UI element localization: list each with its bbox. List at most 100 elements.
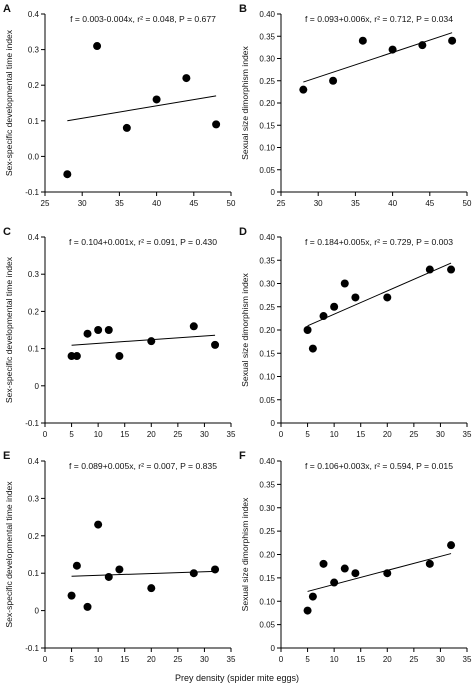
x-axis-label: Prey density (spider mite eggs) — [174, 673, 300, 683]
data-point — [418, 41, 427, 50]
y-tick-label: 0 — [35, 607, 40, 616]
y-tick-label: 0.3 — [28, 46, 40, 55]
x-tick-label: 35 — [115, 199, 124, 208]
data-point — [93, 42, 102, 51]
x-tick-label: 5 — [69, 430, 74, 439]
data-point — [182, 74, 191, 83]
y-tick-label: 0.15 — [259, 574, 275, 583]
data-point — [330, 578, 339, 587]
data-point — [189, 569, 198, 578]
y-tick-label: 0.1 — [28, 345, 40, 354]
data-point — [351, 569, 360, 578]
x-tick-label: 35 — [463, 655, 472, 664]
x-tick-label: 5 — [305, 655, 310, 664]
x-tick-label: 35 — [227, 430, 236, 439]
y-tick-label: -0.1 — [25, 644, 39, 653]
y-tick-label: 0 — [35, 382, 40, 391]
data-point — [211, 565, 220, 574]
data-point — [63, 170, 72, 179]
y-tick-label: 0.35 — [259, 480, 275, 489]
y-tick-label: 0.20 — [259, 99, 275, 108]
data-point — [447, 265, 456, 274]
x-tick-label: 25 — [173, 655, 182, 664]
y-tick-label: 0.1 — [28, 117, 40, 126]
x-tick-label: 30 — [436, 655, 445, 664]
data-point — [340, 279, 349, 288]
y-tick-label: 0.25 — [259, 303, 275, 312]
panel-e: Ef = 0.089+0.005x, r² = 0.007, P = 0.835… — [3, 450, 236, 664]
regression-equation: f = 0.003-0.004x, r² = 0.048, P = 0.677 — [70, 14, 216, 24]
x-tick-label: 0 — [279, 655, 284, 664]
x-tick-label: 5 — [69, 655, 74, 664]
regression-equation: f = 0.104+0.001x, r² = 0.091, P = 0.430 — [69, 237, 217, 247]
x-tick-label: 20 — [147, 655, 156, 664]
y-tick-label: 0.2 — [28, 307, 40, 316]
data-point — [67, 591, 76, 600]
data-point — [358, 36, 367, 45]
data-point — [448, 36, 457, 45]
data-point — [425, 265, 434, 274]
y-tick-label: 0.40 — [259, 10, 275, 19]
data-point — [351, 293, 360, 302]
y-tick-label: 0.4 — [28, 233, 40, 242]
x-tick-label: 10 — [330, 430, 339, 439]
x-tick-label: 25 — [409, 655, 418, 664]
panel-c: Cf = 0.104+0.001x, r² = 0.091, P = 0.430… — [3, 226, 236, 439]
data-point — [211, 340, 220, 349]
y-axis-label: Sexual size dimorphism index — [240, 45, 250, 159]
regression-equation: f = 0.089+0.005x, r² = 0.007, P = 0.835 — [69, 461, 217, 471]
panel-letter: B — [239, 3, 247, 15]
data-point — [72, 352, 81, 361]
y-tick-label: 0.10 — [259, 144, 275, 153]
data-point — [308, 592, 317, 601]
x-tick-label: 35 — [463, 430, 472, 439]
data-point — [308, 344, 317, 353]
regression-equation: f = 0.106+0.003x, r² = 0.594, P = 0.015 — [305, 461, 453, 471]
y-tick-label: 0.30 — [259, 504, 275, 513]
data-point — [72, 561, 81, 570]
data-point — [388, 45, 397, 54]
y-tick-label: 0.05 — [259, 621, 275, 630]
data-point — [94, 520, 103, 529]
regression-line — [307, 553, 452, 592]
x-tick-label: 40 — [152, 199, 161, 208]
x-tick-label: 35 — [227, 655, 236, 664]
x-tick-label: 30 — [436, 430, 445, 439]
regression-equation: f = 0.184+0.005x, r² = 0.729, P = 0.003 — [305, 237, 453, 247]
y-tick-label: 0.20 — [259, 551, 275, 560]
data-point — [94, 326, 103, 334]
y-tick-label: 0.3 — [28, 494, 40, 503]
panel-letter: A — [3, 3, 11, 15]
data-point — [425, 559, 434, 568]
y-axis-label: Sex-specific developmental time index — [4, 29, 14, 176]
y-tick-label: 0 — [271, 644, 276, 653]
data-point — [303, 606, 312, 615]
panel-letter: D — [239, 226, 247, 238]
x-tick-label: 30 — [314, 199, 323, 208]
x-tick-label: 50 — [463, 199, 472, 208]
x-tick-label: 10 — [94, 430, 103, 439]
data-point — [115, 565, 124, 574]
y-tick-label: 0.40 — [259, 457, 275, 466]
data-point — [319, 312, 328, 321]
panel-letter: C — [3, 226, 11, 238]
data-point — [329, 76, 338, 85]
data-point — [447, 541, 456, 550]
panel-f: Ff = 0.106+0.003x, r² = 0.594, P = 0.015… — [239, 450, 472, 664]
y-tick-label: 0.25 — [259, 527, 275, 536]
data-point — [152, 95, 161, 104]
data-point — [303, 326, 312, 334]
data-point — [122, 123, 131, 132]
y-axis-label: Sex-specific developmental time index — [4, 481, 14, 628]
data-point — [319, 559, 328, 568]
data-point — [83, 329, 92, 338]
data-point — [115, 352, 124, 361]
x-tick-label: 35 — [351, 199, 360, 208]
y-tick-label: 0.4 — [28, 457, 40, 466]
x-tick-label: 50 — [227, 199, 236, 208]
data-point — [147, 584, 156, 593]
panel-d: Df = 0.184+0.005x, r² = 0.729, P = 0.003… — [239, 226, 472, 439]
y-tick-label: 0.40 — [259, 233, 275, 242]
x-tick-label: 20 — [147, 430, 156, 439]
y-tick-label: 0.05 — [259, 396, 275, 405]
